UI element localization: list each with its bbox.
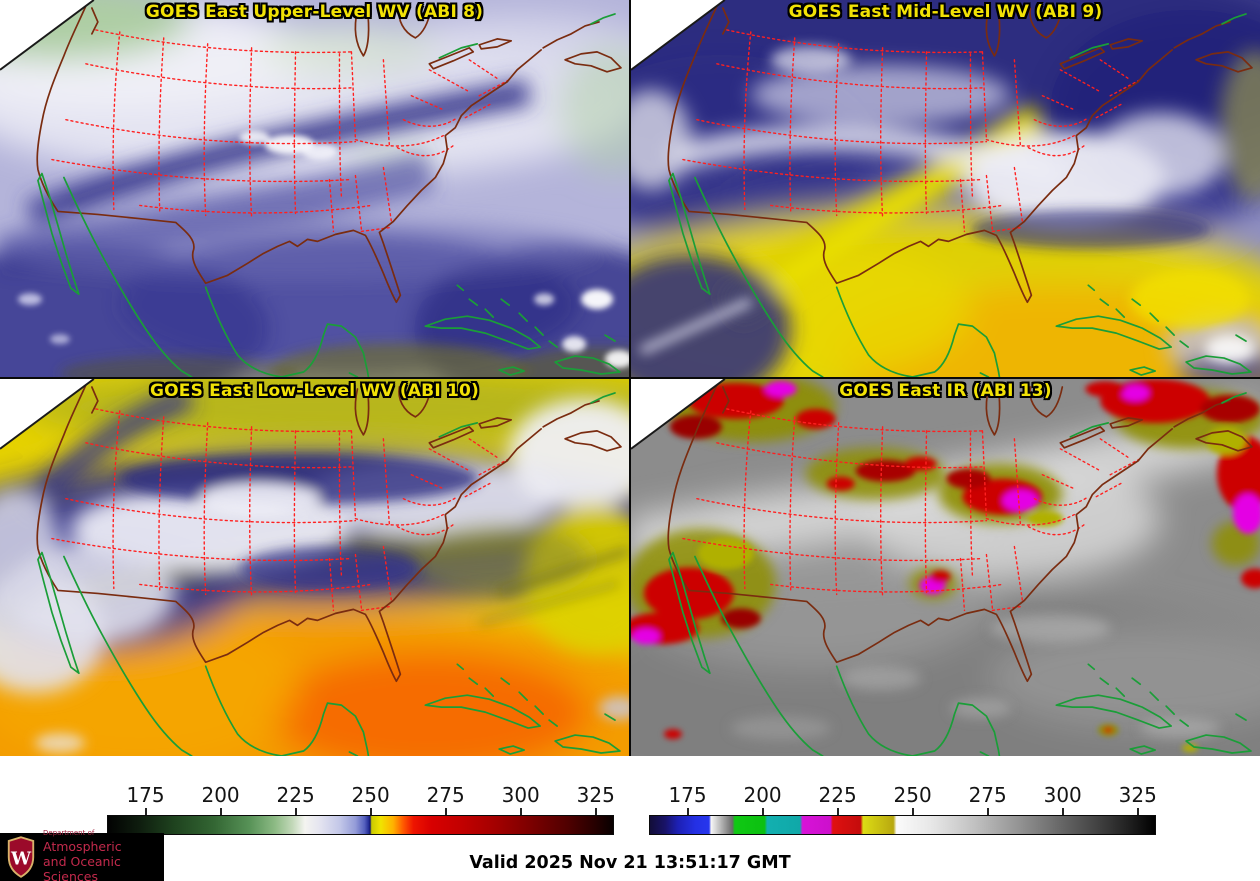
logo-line2: and Oceanic Sciences — [43, 854, 121, 881]
crest-letter: W — [10, 849, 32, 870]
tick-label: 275 — [426, 783, 465, 807]
panel-title: GOES East IR (ABI 13) — [839, 381, 1052, 401]
uw-aos-logo: W Department of Atmospheric and Oceanic … — [0, 830, 164, 881]
colorbar-wv-ticks — [107, 807, 614, 815]
tick-label: 300 — [1043, 783, 1082, 807]
panel-grid: GOES East Upper-Level WV (ABI 8) — [0, 0, 1260, 756]
low-wv-imagery — [0, 379, 629, 756]
panel-title: GOES East Upper-Level WV (ABI 8) — [145, 2, 484, 22]
tick-label: 250 — [893, 783, 932, 807]
colorbar-wv: 175 200 225 250 275 300 325 — [107, 783, 615, 841]
tick-label: 200 — [201, 783, 240, 807]
tick-label: 200 — [743, 783, 782, 807]
tick-label: 250 — [351, 783, 390, 807]
panel-low-level-wv: GOES East Low-Level WV (ABI 10) — [0, 379, 629, 756]
colorbar-ir-ticks — [649, 807, 1156, 815]
tick-label: 275 — [968, 783, 1007, 807]
tick-label: 300 — [501, 783, 540, 807]
footer: 175 200 225 250 275 300 325 175 200 225 … — [0, 756, 1260, 881]
panel-ir: GOES East IR (ABI 13) — [631, 379, 1260, 756]
colorbar-ir: 175 200 225 250 275 300 325 — [649, 783, 1157, 841]
tick-label: 325 — [576, 783, 615, 807]
uw-crest-icon: W — [7, 836, 35, 878]
ir-imagery — [631, 379, 1260, 756]
upper-wv-imagery — [0, 0, 629, 377]
colorbar-wv-labels: 175 200 225 250 275 300 325 — [107, 783, 614, 807]
logo-department: Department of — [43, 829, 95, 837]
colorbar-wv-gradient — [107, 815, 614, 835]
panel-mid-level-wv: GOES East Mid-Level WV (ABI 9) — [631, 0, 1260, 377]
mid-wv-imagery — [631, 0, 1260, 377]
tick-label: 175 — [126, 783, 165, 807]
tick-label: 225 — [818, 783, 857, 807]
valid-timestamp: Valid 2025 Nov 21 13:51:17 GMT — [469, 853, 791, 873]
panel-title: GOES East Mid-Level WV (ABI 9) — [788, 2, 1103, 22]
colorbar-ir-gradient — [649, 815, 1156, 835]
colorbar-ir-labels: 175 200 225 250 275 300 325 — [649, 783, 1156, 807]
logo-line1: Atmospheric — [43, 839, 122, 854]
logo-text: Department of Atmospheric and Oceanic Sc… — [43, 830, 164, 881]
tick-label: 325 — [1118, 783, 1157, 807]
tick-label: 225 — [276, 783, 315, 807]
panel-title: GOES East Low-Level WV (ABI 10) — [149, 381, 479, 401]
panel-upper-level-wv: GOES East Upper-Level WV (ABI 8) — [0, 0, 629, 377]
tick-label: 175 — [668, 783, 707, 807]
